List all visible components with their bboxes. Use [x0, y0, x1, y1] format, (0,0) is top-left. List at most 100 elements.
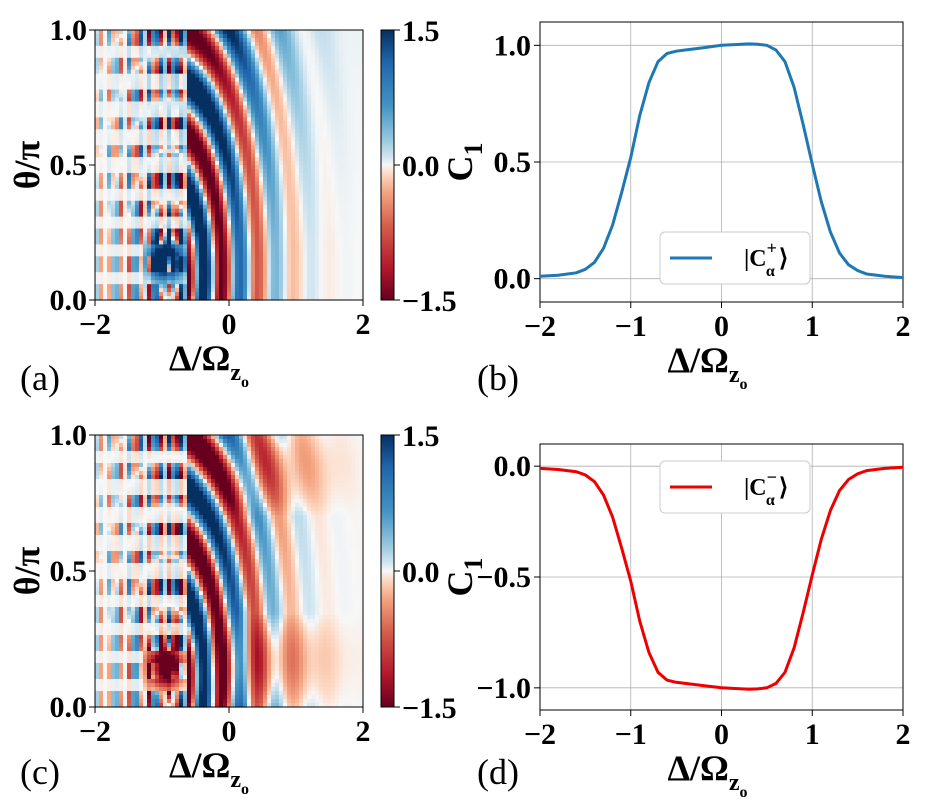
- heatmap-cell: [235, 90, 240, 95]
- heatmap-cell: [287, 217, 292, 222]
- heatmap-cell: [347, 280, 352, 285]
- heatmap-cell: [263, 78, 268, 83]
- heatmap-cell: [147, 121, 152, 126]
- heatmap-cell: [335, 46, 340, 51]
- heatmap-cell: [155, 272, 160, 277]
- heatmap-cell: [343, 240, 348, 245]
- heatmap-cell: [99, 495, 104, 500]
- heatmap-cell: [251, 153, 256, 158]
- heatmap-cell: [315, 58, 320, 63]
- heatmap-cell: [99, 256, 104, 261]
- heatmap-cell: [343, 153, 348, 158]
- heatmap-cell: [231, 38, 236, 43]
- heatmap-cell: [291, 292, 296, 297]
- heatmap-cell: [303, 78, 308, 83]
- heatmap-cell: [179, 209, 184, 214]
- heatmap-cell: [99, 547, 104, 552]
- heatmap-cell: [343, 54, 348, 59]
- heatmap-cell: [311, 256, 316, 261]
- heatmap-cell: [191, 30, 196, 35]
- heatmap-cell: [95, 443, 100, 448]
- heatmap-cell: [183, 157, 188, 162]
- heatmap-cell: [299, 117, 304, 122]
- heatmap-cell: [99, 252, 104, 257]
- heatmap-cell: [95, 201, 100, 206]
- heatmap-cell: [143, 117, 148, 122]
- heatmap-cell: [131, 169, 136, 174]
- heatmap-cell: [283, 58, 288, 63]
- heatmap-cell: [139, 94, 144, 99]
- heatmap-cell: [99, 615, 104, 620]
- heatmap-cell: [227, 201, 232, 206]
- heatmap-cell: [155, 129, 160, 134]
- heatmap-cell: [151, 177, 156, 182]
- heatmap-cell: [135, 236, 140, 241]
- heatmap-cell: [119, 233, 124, 238]
- heatmap-cell: [303, 229, 308, 234]
- heatmap-cell: [159, 189, 164, 194]
- heatmap-cell: [111, 30, 116, 35]
- heatmap-cell: [111, 675, 116, 680]
- heatmap-cell: [275, 70, 280, 75]
- heatmap-cell: [107, 527, 112, 532]
- heatmap-cell: [127, 78, 132, 83]
- heatmap-cell: [331, 133, 336, 138]
- heatmap-cell: [131, 236, 136, 241]
- heatmap-cell: [99, 185, 104, 190]
- heatmap-cell: [111, 66, 116, 71]
- heatmap-cell: [255, 34, 260, 39]
- heatmap-cell: [139, 149, 144, 154]
- heatmap-cell: [279, 161, 284, 166]
- heatmap-cell: [139, 54, 144, 59]
- heatmap-cell: [123, 157, 128, 162]
- heatmap-cell: [107, 181, 112, 186]
- heatmap-cell: [311, 288, 316, 293]
- heatmap-cell: [103, 209, 108, 214]
- heatmap-cell: [191, 109, 196, 114]
- heatmap-cell: [331, 288, 336, 293]
- heatmap-cell: [235, 62, 240, 67]
- heatmap-cell: [219, 280, 224, 285]
- heatmap-cell: [239, 217, 244, 222]
- heatmap-cell: [99, 54, 104, 59]
- heatmap-cell: [135, 244, 140, 249]
- heatmap-cell: [243, 272, 248, 277]
- heatmap-cell: [159, 46, 164, 51]
- heatmap-cell: [267, 121, 272, 126]
- heatmap-cell: [159, 288, 164, 293]
- heatmap-cell: [179, 50, 184, 55]
- heatmap-cell: [235, 82, 240, 87]
- heatmap-cell: [355, 66, 360, 71]
- heatmap-cell: [255, 74, 260, 79]
- heatmap-cell: [171, 292, 176, 297]
- heatmap-cell: [115, 74, 120, 79]
- heatmap-cell: [347, 157, 352, 162]
- heatmap-cell: [123, 125, 128, 130]
- heatmap-cell: [355, 248, 360, 253]
- heatmap-cell: [179, 233, 184, 238]
- heatmap-cell: [227, 173, 232, 178]
- heatmap-cell: [235, 30, 240, 35]
- heatmap-cell: [239, 74, 244, 79]
- heatmap-cell: [135, 70, 140, 75]
- heatmap-cell: [263, 145, 268, 150]
- heatmap-cell: [299, 94, 304, 99]
- heatmap-cell: [95, 292, 100, 297]
- heatmap-cell: [107, 643, 112, 648]
- heatmap-cell: [103, 157, 108, 162]
- heatmap-cell: [99, 137, 104, 142]
- heatmap-cell: [159, 173, 164, 178]
- heatmap-cell: [339, 105, 344, 110]
- heatmap-cell: [183, 264, 188, 269]
- heatmap-cell: [175, 225, 180, 230]
- heatmap-cell: [267, 109, 272, 114]
- heatmap-cell: [355, 201, 360, 206]
- heatmap-cell: [275, 78, 280, 83]
- heatmap-cell: [275, 209, 280, 214]
- heatmap-cell: [227, 260, 232, 265]
- heatmap-cell: [235, 101, 240, 106]
- heatmap-cell: [135, 260, 140, 265]
- heatmap-cell: [147, 229, 152, 234]
- heatmap-cell: [211, 86, 216, 91]
- heatmap-cell: [283, 221, 288, 226]
